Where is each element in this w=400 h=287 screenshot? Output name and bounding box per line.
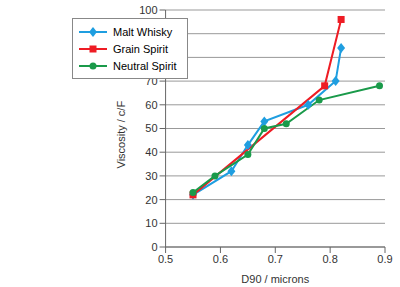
svg-text:10: 10 [145, 217, 157, 229]
svg-text:70: 70 [145, 75, 157, 87]
svg-text:90: 90 [145, 28, 157, 40]
svg-text:0.9: 0.9 [377, 253, 392, 265]
svg-text:20: 20 [145, 194, 157, 206]
svg-text:60: 60 [145, 99, 157, 111]
svg-text:100: 100 [139, 4, 157, 16]
svg-text:0.8: 0.8 [322, 253, 337, 265]
svg-text:0.5: 0.5 [158, 253, 173, 265]
svg-text:80: 80 [145, 51, 157, 63]
svg-text:0.7: 0.7 [268, 253, 283, 265]
svg-text:0: 0 [151, 241, 157, 253]
svg-text:D90 / microns: D90 / microns [241, 273, 309, 285]
svg-text:50: 50 [145, 122, 157, 134]
svg-text:30: 30 [145, 170, 157, 182]
svg-text:0.6: 0.6 [213, 253, 228, 265]
svg-text:40: 40 [145, 146, 157, 158]
svg-text:Viscosity / c/F: Viscosity / c/F [115, 101, 127, 169]
